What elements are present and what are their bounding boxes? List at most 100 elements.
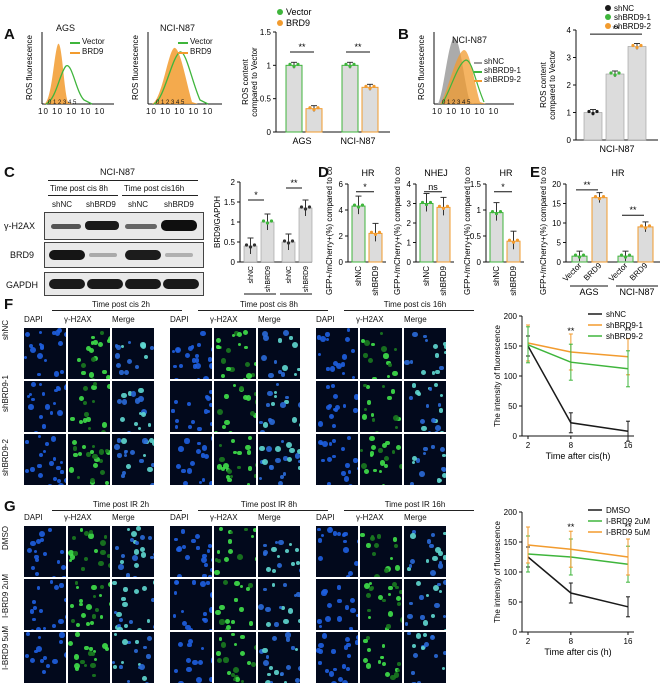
data-point	[635, 45, 639, 50]
data-point	[356, 205, 361, 209]
micrograph	[68, 579, 110, 630]
f-group-8h: Time post cis 8h	[240, 300, 298, 309]
data-point	[507, 238, 512, 242]
x-category-label: NCI-N87	[599, 144, 634, 154]
g-group-8h: Time post IR 8h	[240, 500, 298, 509]
y-axis-label: GFP+/mCherry+(%) compared to control	[393, 166, 402, 295]
data-point	[643, 226, 648, 230]
bar	[637, 226, 654, 263]
significance-label: **	[583, 180, 591, 190]
g-group-2h: Time post IR 2h	[92, 500, 150, 509]
data-point	[593, 195, 598, 199]
data-point	[424, 202, 429, 207]
histogram-xtick-exponents: 0 1 2 3 4 5	[48, 100, 77, 106]
g-row-label-2um: I-BRD9 2uM	[1, 573, 10, 618]
micrograph	[68, 434, 110, 485]
histogram-nci-n87-title: NCI-N87	[160, 23, 196, 33]
micrograph	[24, 328, 66, 379]
data-point	[515, 238, 520, 242]
micrograph	[68, 381, 110, 432]
bar	[351, 205, 366, 263]
histogram-b: ROS fluorescence	[417, 32, 514, 105]
micrograph	[360, 434, 402, 485]
histogram-ylabel: ROS fluorescence	[131, 35, 140, 100]
g-group-16h: Time post IR 16h	[384, 500, 446, 509]
histogram-xticks: 10 10 10 10 10	[432, 107, 500, 116]
x-category-label: shNC	[492, 266, 501, 286]
series-line	[527, 556, 629, 608]
bar	[341, 64, 359, 133]
x-category-label: Vector	[561, 261, 584, 284]
significance-label: *	[363, 182, 367, 192]
y-tick-label: 5	[557, 239, 562, 248]
x-category-label: Vector	[607, 261, 630, 284]
data-point	[244, 243, 249, 247]
channel-label: γ-H2AX	[356, 315, 384, 324]
y-tick-label: 4	[407, 180, 412, 189]
histogram-ags: ROS fluorescence	[25, 32, 114, 105]
channel-label: DAPI	[316, 315, 335, 324]
bar	[298, 207, 313, 263]
data-point	[591, 111, 595, 116]
y-axis-label: The intensity of fluorescence	[493, 325, 502, 427]
legend-brd9: BRD9	[82, 47, 104, 56]
data-point	[595, 109, 599, 114]
y-axis-label: ROS contentcompared to Vector	[539, 50, 557, 120]
panel-label-e: E	[530, 164, 541, 181]
f-row-label-shbrd9-1: shBRD9-1	[1, 375, 10, 412]
x-category-label: shBRD9	[265, 266, 272, 292]
chart-e-bar: 0 5 10 15 20 GFP+/mCherry+(%) compared to con…	[539, 166, 660, 296]
legend-dot	[605, 5, 611, 11]
data-point	[282, 239, 287, 243]
data-point	[299, 205, 304, 209]
y-tick-label: 100	[504, 568, 518, 577]
micrograph	[170, 632, 212, 683]
histogram-xtick-exponents: 0 1 2 3 4 5	[156, 100, 185, 106]
y-tick-label: 4	[339, 206, 344, 215]
significance-label: **	[612, 24, 620, 34]
significance-label: ns	[428, 182, 438, 192]
chart-a-bar: 0 0.5 1 1.5 ROS contentcompared to Vector AGS…	[241, 7, 390, 146]
data-point	[420, 200, 425, 205]
micrograph	[258, 381, 300, 432]
micrograph	[404, 632, 446, 683]
series-line	[527, 342, 629, 358]
x-tick-label: 8	[569, 441, 574, 450]
blot-group-16h: Time post cis16h	[124, 184, 185, 193]
f-row-label-shbrd9-2: shBRD9-2	[1, 439, 10, 476]
data-point	[613, 73, 617, 77]
blot-row-label-h2ax: γ-H2AX	[4, 221, 36, 231]
legend-brd9: BRD9	[190, 47, 212, 56]
blot-lane-1: shNC	[52, 200, 73, 209]
chart-title: HR	[500, 168, 513, 178]
micrograph	[360, 328, 402, 379]
x-category-label: shBRD9	[509, 265, 518, 295]
micrograph	[214, 328, 256, 379]
x-category-label: shBRD9	[439, 265, 448, 295]
channel-label: Merge	[258, 315, 281, 324]
blot-cell-line: NCI-N87	[100, 167, 136, 177]
data-point	[312, 108, 316, 112]
legend-line-orange	[70, 52, 80, 54]
legend-dot-brd9	[277, 20, 283, 26]
micrograph	[258, 632, 300, 683]
histogram-ylabel: ROS fluorescence	[417, 35, 426, 100]
y-tick-label: 0	[557, 258, 562, 267]
y-tick-label: 2	[339, 232, 344, 241]
data-point	[286, 241, 291, 245]
x-tick-label: 16	[624, 441, 633, 450]
x-category-label: BRD9	[582, 261, 604, 283]
x-category-label: shNC	[422, 266, 431, 286]
legend-label: shNC	[606, 310, 626, 319]
micrograph	[112, 579, 154, 630]
y-tick-label: 3	[407, 200, 412, 209]
micrograph	[24, 579, 66, 630]
y-tick-label: 0	[231, 258, 236, 267]
micrograph	[316, 632, 358, 683]
data-point	[627, 253, 632, 257]
micrograph	[316, 526, 358, 577]
micrograph	[360, 381, 402, 432]
data-point	[316, 106, 320, 110]
chart-title: NHEJ	[424, 168, 448, 178]
panel-label-b: B	[398, 26, 409, 43]
